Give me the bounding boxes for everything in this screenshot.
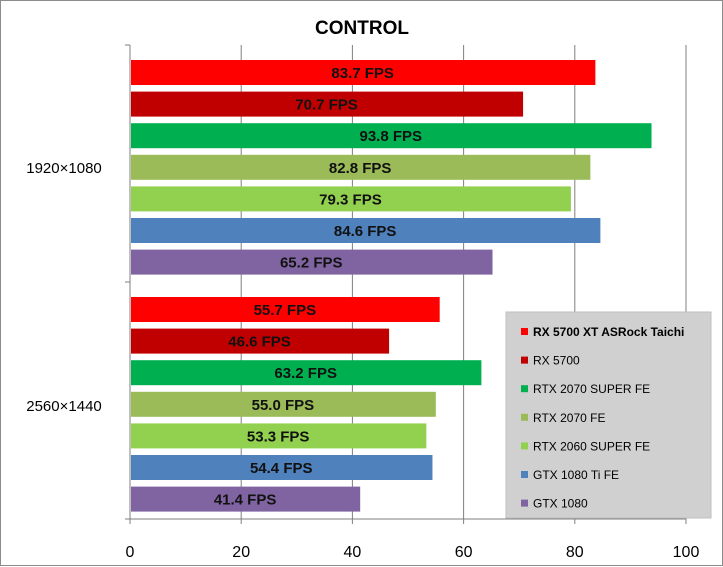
legend-swatch <box>521 499 528 507</box>
bar <box>131 60 596 85</box>
bar <box>131 297 440 322</box>
bar <box>131 360 482 386</box>
bar <box>131 486 361 512</box>
bar <box>131 249 493 275</box>
chart-title: CONTROL <box>315 18 409 39</box>
bar-data-label: 55.7 FPS <box>254 302 317 319</box>
legend-entry-label: RX 5700 XT ASRock Taichi <box>533 325 684 339</box>
bar <box>131 154 591 180</box>
x-tick-label: 60 <box>455 544 473 561</box>
bar-data-label: 41.4 FPS <box>214 492 277 509</box>
x-tick-label: 100 <box>673 544 700 561</box>
legend-entry-label: RTX 2060 SUPER FE <box>533 439 650 453</box>
bar <box>131 91 524 117</box>
legend-swatch <box>521 413 528 421</box>
legend-swatch <box>521 442 528 450</box>
legend-entry-label: RTX 2070 SUPER FE <box>533 382 650 396</box>
x-tick-label: 0 <box>126 544 135 561</box>
legend-swatch <box>521 385 528 393</box>
legend-swatch <box>521 471 528 478</box>
x-tick-label: 80 <box>566 544 584 561</box>
bar-data-label: 46.6 FPS <box>228 334 291 351</box>
x-tick-label: 40 <box>344 544 362 561</box>
bar-data-label: 55.0 FPS <box>252 397 315 414</box>
bar <box>131 328 390 354</box>
bar-data-label: 54.4 FPS <box>250 460 313 477</box>
bar-data-label: 82.8 FPS <box>329 160 392 177</box>
bar-data-label: 63.2 FPS <box>274 365 337 382</box>
bar-data-label: 65.2 FPS <box>280 255 343 272</box>
legend-entry-label: GTX 1080 <box>533 497 588 511</box>
bar <box>131 423 427 449</box>
bar-data-label: 93.8 FPS <box>359 128 422 145</box>
category-label: 2560×1440 <box>26 398 102 415</box>
bar <box>131 218 601 243</box>
bar <box>131 123 652 149</box>
bar <box>131 186 571 212</box>
legend-box <box>505 311 712 519</box>
legend-entry-label: RTX 2070 FE <box>533 411 605 425</box>
category-label: 1920×1080 <box>26 160 102 177</box>
bar-data-label: 79.3 FPS <box>319 191 382 208</box>
bar-data-label: 70.7 FPS <box>295 97 358 114</box>
legend-entry-label: RX 5700 <box>533 354 580 368</box>
legend-entry-label: GTX 1080 Ti FE <box>533 468 619 482</box>
bar <box>131 455 433 480</box>
legend-swatch <box>521 356 528 364</box>
bar-data-label: 84.6 FPS <box>334 223 397 240</box>
x-tick-label: 20 <box>232 544 250 561</box>
bar-data-label: 53.3 FPS <box>247 428 310 445</box>
legend-swatch <box>521 328 528 335</box>
bar-data-label: 83.7 FPS <box>331 65 394 82</box>
bar <box>131 391 436 417</box>
